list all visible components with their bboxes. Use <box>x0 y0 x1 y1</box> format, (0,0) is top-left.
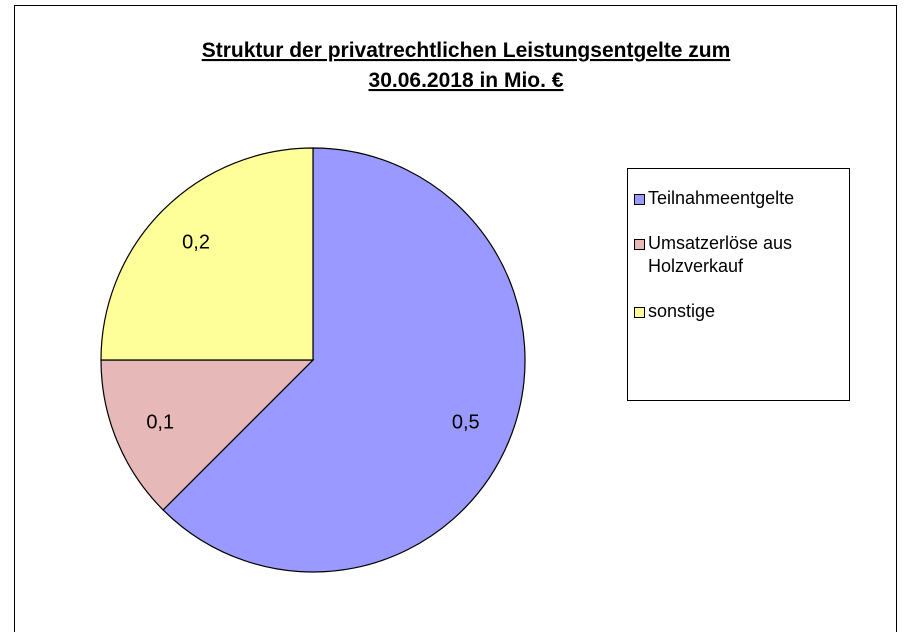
legend-item: sonstige <box>634 300 845 323</box>
value-label: 0,1 <box>146 412 174 434</box>
legend-label: Umsatzerlöse aus Holzverkauf <box>648 233 793 276</box>
chart-title: Struktur der privatrechtlichen Leistungs… <box>202 39 731 62</box>
legend: Teilnahmeentgelte Umsatzerlöse aus Holzve… <box>627 168 850 401</box>
value-label: 0,2 <box>182 231 210 253</box>
legend-label: sonstige <box>648 301 716 321</box>
legend-item: Umsatzerlöse aus Holzverkauf <box>634 232 845 278</box>
frame <box>14 5 897 632</box>
pie-slice <box>100 359 315 511</box>
pie-slice <box>162 147 526 573</box>
legend-item: Teilnahmeentgelte <box>634 187 845 210</box>
legend-swatch <box>634 239 645 250</box>
value-label: 0,5 <box>452 412 480 434</box>
legend-label: Teilnahmeentgelte <box>648 188 795 208</box>
pie-slice <box>100 147 314 361</box>
chart-title: 30.06.2018 in Mio. € <box>369 69 564 92</box>
legend-swatch <box>634 307 645 318</box>
legend-swatch <box>634 194 645 205</box>
